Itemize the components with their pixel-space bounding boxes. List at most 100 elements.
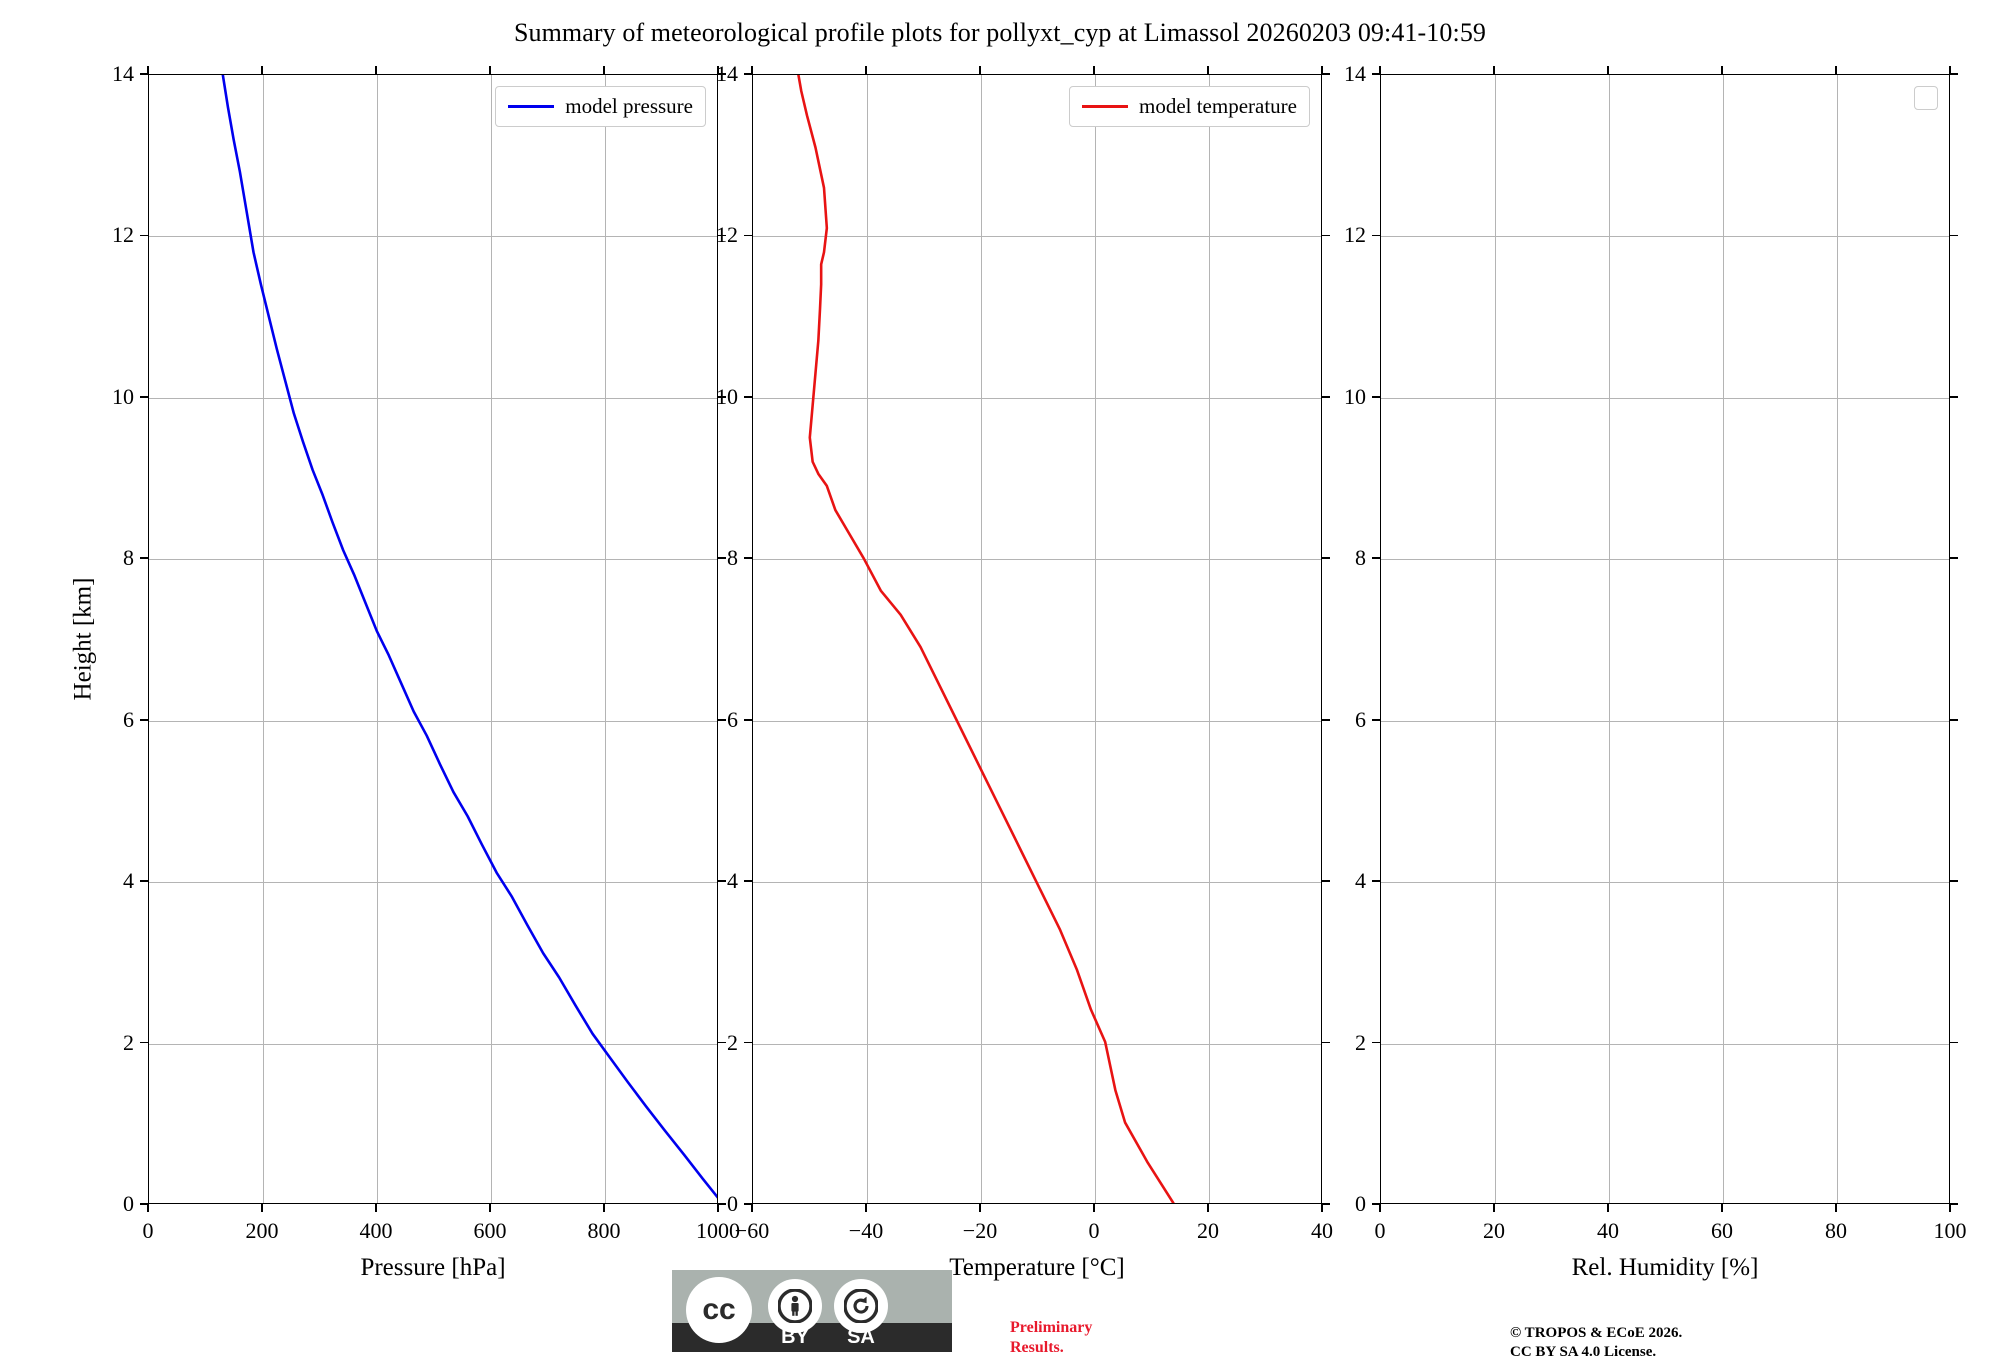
gridline-horizontal: [1381, 559, 1949, 561]
y-axis-tick-label: 6: [727, 706, 738, 732]
y-axis-tick-label: 6: [123, 706, 134, 732]
gridline-horizontal: [1381, 720, 1949, 722]
y-axis-tick: [1372, 718, 1380, 721]
temperature-plot-area[interactable]: [752, 74, 1322, 1204]
gridline-vertical: [981, 75, 982, 1203]
y-axis-tick-label: 12: [1344, 222, 1366, 248]
y-axis-tick: [744, 557, 752, 560]
x-axis-tick: [1321, 66, 1323, 74]
x-axis-tick: [1949, 66, 1951, 74]
y-axis-tick: [718, 718, 726, 721]
x-axis-tick: [1607, 1204, 1609, 1212]
y-axis-tick-label: 8: [123, 545, 134, 571]
x-axis-tick: [261, 66, 263, 74]
y-axis-tick: [1372, 234, 1380, 237]
x-axis-tick: [489, 1204, 491, 1212]
y-axis-tick-label: 4: [1355, 868, 1366, 894]
y-axis-tick: [744, 1203, 752, 1205]
x-axis-tick-label: 800: [587, 1218, 621, 1243]
preliminary-line-1: Preliminary: [1010, 1319, 1093, 1336]
x-axis-tick: [375, 66, 377, 74]
y-axis-tick: [1372, 73, 1380, 75]
y-axis-tick: [1950, 73, 1958, 75]
y-axis-tick: [140, 396, 148, 398]
y-axis-tick: [1372, 1203, 1380, 1205]
x-axis-tick-label: 0: [1374, 1218, 1386, 1243]
credit-line-1: © TROPOS & ECoE 2026.: [1510, 1325, 1683, 1341]
y-axis-tick: [1372, 880, 1380, 882]
y-axis-tick: [1322, 396, 1330, 398]
y-axis-tick-label: 2: [123, 1029, 134, 1055]
cc-by-label: BY: [781, 1326, 809, 1348]
y-axis-tick-label: 0: [727, 1191, 738, 1216]
y-axis-tick-label: 10: [1344, 383, 1366, 409]
y-axis-tick: [1950, 1203, 1958, 1205]
y-axis-tick: [718, 73, 726, 75]
x-axis-tick: [1093, 66, 1095, 74]
x-axis-tick: [979, 66, 981, 74]
credit-line-2: CC BY SA 4.0 License.: [1510, 1343, 1657, 1360]
gridline-vertical: [491, 75, 492, 1203]
x-axis-tick: [603, 66, 605, 74]
y-axis-tick: [744, 396, 752, 398]
gridline-horizontal: [149, 236, 717, 238]
x-axis-tick-label: 60: [1711, 1218, 1733, 1243]
legend-color-swatch: [508, 105, 555, 108]
gridline-vertical: [1209, 75, 1210, 1203]
humidity-plot-area[interactable]: [1380, 74, 1950, 1204]
y-axis-tick: [1372, 1041, 1380, 1044]
gridline-horizontal: [1381, 397, 1949, 399]
x-axis-tick-label: 200: [245, 1218, 279, 1243]
y-axis-tick-label: 0: [1355, 1191, 1366, 1216]
preliminary-line-2: Results.: [1010, 1338, 1064, 1356]
x-axis-tick-label: 40: [1311, 1218, 1333, 1243]
cc-license-badge: cc BY SA: [672, 1270, 952, 1352]
gridline-horizontal: [753, 559, 1321, 561]
temperature-profile-panel: Temperature [°C] −60 −40 −20 0 20 40 0 2 4 6 8 10 12…: [716, 61, 1333, 1281]
y-axis-tick: [744, 880, 752, 882]
data-series-line: [797, 75, 1175, 1203]
legend-pressure[interactable]: model pressure: [495, 86, 706, 127]
gridline-horizontal: [149, 720, 717, 722]
y-axis-tick: [1322, 1041, 1330, 1044]
pressure-plot-area[interactable]: [148, 74, 718, 1204]
y-axis-tick: [1950, 880, 1958, 882]
cc-sa-label: SA: [847, 1326, 875, 1348]
x-axis-tick: [603, 1204, 605, 1212]
legend-color-swatch: [1081, 105, 1128, 108]
cc-sa-share-alike-icon: [834, 1279, 888, 1333]
gridline-horizontal: [753, 397, 1321, 399]
data-series-line: [221, 75, 717, 1199]
gridline-horizontal: [753, 720, 1321, 722]
x-axis-tick-label: 0: [1088, 1218, 1100, 1243]
gridline-vertical: [1837, 75, 1838, 1203]
x-axis-tick: [1379, 1204, 1381, 1212]
y-axis-tick: [140, 1041, 148, 1044]
y-axis-label-text: Height [km]: [69, 577, 97, 701]
y-axis-tick-label: 4: [123, 868, 134, 894]
legend-humidity[interactable]: [1914, 86, 1938, 110]
x-axis-tick-label: 40: [1597, 1218, 1619, 1243]
x-axis-tick: [1493, 1204, 1495, 1212]
legend-temperature[interactable]: model temperature: [1068, 86, 1310, 127]
gridline-vertical: [605, 75, 606, 1203]
y-axis-tick-label: 8: [1355, 545, 1366, 571]
x-axis-tick: [375, 1204, 377, 1212]
y-axis-tick-label: 14: [1344, 61, 1366, 86]
y-axis-tick-label: 6: [1355, 706, 1366, 732]
x-axis-tick: [1207, 66, 1209, 74]
y-axis-tick-label: 0: [123, 1191, 134, 1216]
page-title: Summary of meteorological profile plots …: [513, 18, 1487, 47]
cc-logo-icon: cc: [686, 1277, 752, 1343]
gridline-vertical: [867, 75, 868, 1203]
gridline-vertical: [1095, 75, 1096, 1203]
pressure-profile-panel: Pressure [hPa] 0 200 400 600 800 1000 0 2 4 6 8 10 1…: [112, 61, 740, 1281]
x-axis-tick: [1321, 1204, 1323, 1212]
x-axis-tick: [1379, 66, 1381, 74]
y-axis-tick: [140, 234, 148, 237]
x-axis-tick: [147, 1204, 149, 1212]
y-axis-tick: [140, 73, 148, 75]
x-axis-tick: [865, 1204, 867, 1212]
y-axis-tick-label: 2: [1355, 1029, 1366, 1055]
y-axis-tick: [744, 234, 752, 237]
